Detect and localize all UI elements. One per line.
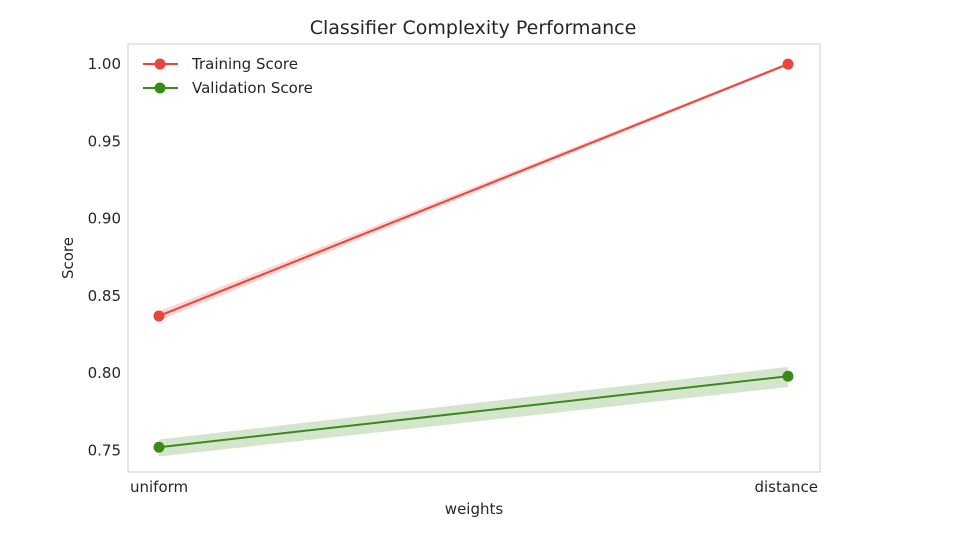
x-axis-label: weights xyxy=(445,500,504,518)
y-tick-label: 0.90 xyxy=(88,210,121,228)
x-tick-label: distance xyxy=(754,478,818,496)
y-tick-label: 0.80 xyxy=(88,364,121,382)
series-line xyxy=(158,375,789,449)
legend: Training Score Validation Score xyxy=(143,55,313,97)
chart-title: Classifier Complexity Performance xyxy=(310,17,637,39)
series-lines xyxy=(153,58,794,453)
x-tick-label: uniform xyxy=(130,478,188,496)
x-axis-ticks: uniform distance xyxy=(130,478,818,496)
y-tick-label: 0.85 xyxy=(88,287,121,305)
y-axis-label: Score xyxy=(59,237,77,279)
legend-marker xyxy=(154,58,166,70)
y-tick-label: 0.75 xyxy=(88,441,121,459)
legend-label: Validation Score xyxy=(192,79,313,97)
legend-label: Training Score xyxy=(191,55,298,73)
y-tick-label: 1.00 xyxy=(88,55,121,73)
legend-marker xyxy=(154,82,166,94)
plot-area xyxy=(127,43,821,473)
data-point xyxy=(153,441,165,453)
y-tick-label: 0.95 xyxy=(88,132,121,150)
data-point xyxy=(782,58,794,70)
data-point xyxy=(782,370,794,382)
data-point xyxy=(153,310,165,322)
series-line xyxy=(158,63,789,317)
y-axis-ticks: 0.75 0.80 0.85 0.90 0.95 1.00 xyxy=(88,55,121,459)
